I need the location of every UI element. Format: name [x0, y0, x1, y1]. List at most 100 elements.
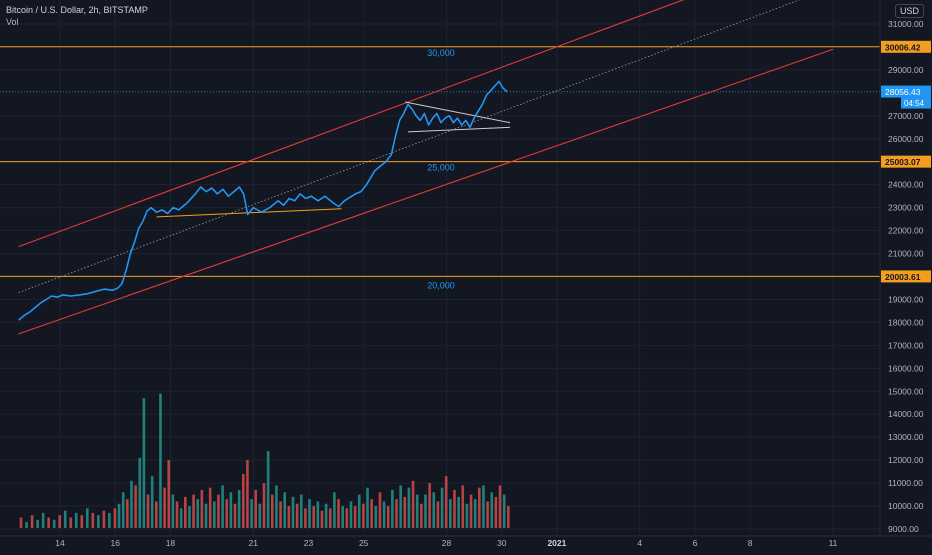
- volume-bar: [328, 508, 332, 528]
- volume-bar: [366, 487, 369, 528]
- volume-bar: [159, 393, 162, 528]
- currency-badge[interactable]: USD: [894, 4, 924, 18]
- volume-bar: [461, 485, 465, 528]
- volume-bar: [333, 492, 336, 528]
- volume-bar: [200, 489, 204, 528]
- volume-bar: [420, 503, 423, 528]
- level-price-tag[interactable]: [881, 270, 931, 283]
- price-tick-label: 18000.00: [888, 317, 924, 327]
- volume-bar: [74, 512, 78, 528]
- time-tick-label: 25: [359, 538, 369, 548]
- volume-bar: [457, 496, 460, 528]
- price-tick-label: 24000.00: [888, 180, 924, 190]
- volume-bar: [386, 506, 390, 528]
- volume-bar: [97, 515, 100, 528]
- time-tick-label: 8: [748, 538, 753, 548]
- volume-bar: [449, 499, 452, 528]
- volume-bar: [113, 508, 117, 528]
- volume-bar: [254, 489, 258, 528]
- price-axis[interactable]: 9000.00 10000.00 11000.00 12000.00 13000.00 1…: [879, 0, 932, 550]
- volume-bar: [91, 512, 95, 528]
- volume-indicator-label: Vol: [6, 17, 19, 27]
- volume-bar: [188, 506, 191, 528]
- last-price-label: 28056.43: [885, 87, 921, 97]
- trendline[interactable]: [404, 101, 511, 124]
- volume-bar: [349, 501, 353, 528]
- volume-bar: [320, 510, 324, 528]
- volume-bar: [395, 499, 398, 528]
- volume-bar: [171, 494, 175, 528]
- volume-bar: [490, 492, 494, 528]
- symbol-title: Bitcoin / U.S. Dollar, 2h, BITSTAMP: [6, 5, 148, 15]
- volume-bar: [453, 489, 456, 528]
- last-price-tag[interactable]: [881, 85, 931, 98]
- volume-bar: [36, 519, 39, 528]
- channel-upper-line[interactable]: [18, 0, 717, 248]
- time-tick-label: 21: [249, 538, 259, 548]
- volume-bar: [279, 501, 282, 528]
- volume-bar: [308, 499, 311, 528]
- volume-bar: [69, 517, 73, 528]
- volume-bar: [337, 499, 340, 528]
- volume-bar: [167, 460, 171, 528]
- volume-bar: [63, 510, 67, 528]
- volume-bar: [399, 485, 402, 528]
- volume-bar: [312, 506, 315, 528]
- volume-bar: [357, 494, 361, 528]
- time-tick-label: 4: [637, 538, 642, 548]
- trendline[interactable]: [407, 126, 511, 133]
- countdown-tag: [901, 97, 931, 109]
- countdown-label: 04:54: [904, 99, 925, 108]
- level-price-label: 20003.61: [885, 272, 921, 282]
- volume-bar: [370, 499, 373, 528]
- time-tick-label: 11: [829, 538, 838, 548]
- volume-bar: [179, 508, 183, 528]
- volume-bar: [208, 487, 212, 528]
- volume-bar: [407, 487, 411, 528]
- volume-bar: [146, 494, 150, 528]
- volume-bar: [246, 460, 249, 528]
- volume-bar: [502, 494, 506, 528]
- volume-bar: [353, 506, 357, 528]
- time-axis[interactable]: 14 16 18 21 23 25 28 30 2021 4 6 8 11: [0, 535, 932, 550]
- level-price-label: 30006.42: [885, 42, 921, 52]
- volume-bar: [465, 503, 469, 528]
- volume-bar: [241, 473, 245, 528]
- volume-bar: [411, 480, 415, 528]
- level-price-tag[interactable]: [881, 40, 931, 53]
- price-tick-label: 31000.00: [888, 19, 924, 29]
- price-tick-label: 15000.00: [888, 386, 924, 396]
- volume-bar: [287, 506, 291, 528]
- level-annotation: 20,000: [427, 280, 455, 290]
- regression-channel[interactable]: [18, 0, 834, 335]
- volume-bar: [341, 506, 344, 528]
- volume-bar: [345, 508, 349, 528]
- price-tick-label: 10000.00: [888, 501, 924, 511]
- channel-middle-line[interactable]: [18, 0, 833, 293]
- volume-bar: [299, 494, 303, 528]
- volume-bar: [494, 496, 498, 528]
- volume-bar: [221, 485, 224, 528]
- volume-bar: [478, 487, 481, 528]
- price-tick-label: 19000.00: [888, 294, 924, 304]
- price-tick-label: 11000.00: [888, 478, 923, 488]
- volume-bar: [440, 487, 444, 528]
- volume-bar: [80, 515, 84, 528]
- volume-bar: [391, 489, 394, 528]
- volume-bar: [507, 506, 510, 528]
- time-tick-label: 14: [55, 538, 65, 548]
- chart-header: Bitcoin / U.S. Dollar, 2h, BITSTAMP Vol: [6, 4, 148, 28]
- price-tick-label: 21000.00: [888, 249, 924, 259]
- time-tick-label: 28: [442, 538, 452, 548]
- level-price-tag[interactable]: [881, 155, 931, 168]
- time-tick-label: 30: [497, 538, 507, 548]
- horizontal-levels[interactable]: 30,000 25,000 20,000: [0, 46, 880, 291]
- channel-lower-line[interactable]: [18, 48, 834, 335]
- volume-bar: [316, 501, 320, 528]
- volume-bar: [41, 512, 45, 528]
- volume-bar: [295, 503, 299, 528]
- volume-bar: [374, 506, 378, 528]
- volume-bar: [403, 496, 407, 528]
